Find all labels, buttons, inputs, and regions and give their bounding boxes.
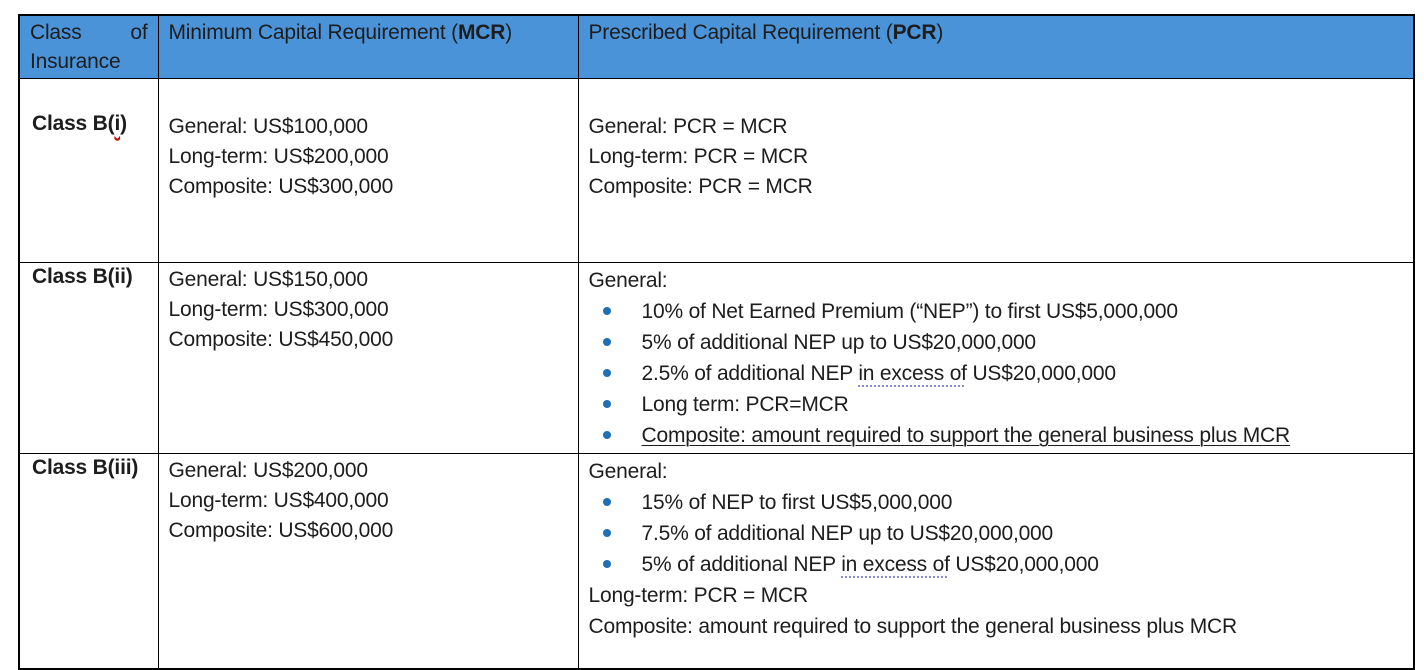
grammar-flagged-phrase: in excess of: [858, 362, 967, 385]
bullet-icon: [602, 431, 611, 439]
bullet-item: 5% of additional NEP in excess of US$20,…: [589, 549, 1404, 580]
bullet-icon: [602, 307, 611, 315]
bullet-text-segment: 5% of additional NEP up to US$20,000,000: [641, 331, 1037, 354]
pcr-cell: General: 10% of Net Earned Premium (“NEP…: [577, 262, 1415, 454]
mcr-line: General: US$100,000: [168, 115, 369, 138]
mcr-line: Composite: US$600,000: [168, 519, 394, 542]
mcr-line: Composite: US$300,000: [168, 175, 394, 198]
bullet-text-segment: 10% of Net Earned Premium (“NEP”) to fir…: [641, 300, 1179, 323]
class-cell: Class B(iii): [18, 453, 159, 670]
header-pcr: Prescribed Capital Requirement (PCR): [577, 14, 1415, 79]
mcr-cell: General: US$200,000 Long-term: US$400,00…: [157, 453, 579, 670]
class-cell: Class B(ii): [18, 262, 159, 454]
bullet-text: 2.5% of additional NEP in excess of US$2…: [641, 358, 1117, 389]
pcr-line: Composite: amount required to support th…: [588, 615, 1238, 638]
header-mcr-abbr: MCR: [457, 21, 506, 44]
bullet-item: 10% of Net Earned Premium (“NEP”) to fir…: [589, 296, 1404, 327]
class-label-misspelled: i: [114, 112, 121, 135]
bullet-icon: [602, 498, 611, 506]
bullet-text-segment: 2.5% of additional NEP: [641, 362, 859, 385]
bullet-text: 5% of additional NEP in excess of US$20,…: [642, 549, 1099, 580]
header-mcr-close: ): [505, 21, 512, 44]
capital-requirements-table: Class of Insurance Minimum Capital Requi…: [18, 14, 1415, 670]
underlined-bullet-text: Composite: amount required to support th…: [641, 424, 1291, 447]
bullet-item: 7.5% of additional NEP up to US$20,000,0…: [589, 518, 1404, 549]
bullet-icon: [602, 369, 611, 377]
mcr-line: Long-term: US$400,000: [168, 489, 389, 512]
bullet-item: 15% of NEP to first US$5,000,000: [589, 487, 1404, 518]
bullet-text-segment: 15% of NEP to first US$5,000,000: [641, 491, 953, 514]
bullet-text: 15% of NEP to first US$5,000,000: [642, 487, 953, 518]
bullet-text: Composite: amount required to support th…: [641, 420, 1291, 451]
class-label: Class B(iii): [32, 456, 139, 479]
bullet-item: 5% of additional NEP up to US$20,000,000: [589, 327, 1404, 358]
pcr-line: Long-term: PCR = MCR: [588, 145, 809, 168]
mcr-line: Composite: US$450,000: [168, 328, 394, 351]
bullet-text: 10% of Net Earned Premium (“NEP”) to fir…: [641, 296, 1179, 327]
bullet-text: 7.5% of additional NEP up to US$20,000,0…: [642, 518, 1054, 549]
bullet-item: Composite: amount required to support th…: [589, 420, 1404, 451]
pcr-intro: General:: [588, 269, 668, 292]
bullet-text-segment: US$20,000,000: [966, 362, 1116, 385]
bullet-icon: [602, 560, 611, 568]
bullet-text-segment: Long term: PCR=MCR: [641, 393, 849, 416]
grammar-flagged-phrase: in excess of: [841, 553, 950, 576]
mcr-line: General: US$200,000: [168, 459, 369, 482]
pcr-line: Long-term: PCR = MCR: [588, 584, 809, 607]
class-cell: Class B(i): [18, 78, 159, 263]
bullet-icon: [602, 338, 611, 346]
header-class-of-insurance: Class of Insurance: [18, 14, 159, 79]
class-label-close: ): [120, 112, 127, 135]
header-row: Class of Insurance Minimum Capital Requi…: [18, 14, 1415, 79]
header-mcr-text: Minimum Capital Requirement (: [168, 21, 459, 44]
mcr-line: Long-term: US$300,000: [168, 298, 389, 321]
bullet-text-segment: 5% of additional NEP: [641, 553, 842, 576]
header-pcr-abbr: PCR: [892, 21, 937, 44]
bullet-text-segment: 7.5% of additional NEP up to US$20,000,0…: [641, 522, 1054, 545]
header-mcr: Minimum Capital Requirement (MCR): [157, 14, 579, 79]
header-pcr-text: Prescribed Capital Requirement (: [588, 21, 893, 44]
mcr-line: General: US$150,000: [168, 268, 369, 291]
bullet-text-segment: US$20,000,000: [949, 553, 1099, 576]
class-label: Class B(: [32, 112, 115, 135]
table-row-class-b-ii: Class B(ii) General: US$150,000 Long-ter…: [18, 262, 1415, 454]
pcr-line: General: PCR = MCR: [588, 115, 788, 138]
header-pcr-close: ): [936, 21, 944, 44]
header-class-label: Class of Insurance: [30, 21, 148, 73]
bullet-icon: [602, 529, 611, 537]
pcr-cell: General: 15% of NEP to first US$5,000,00…: [577, 453, 1415, 670]
bullet-text: Long term: PCR=MCR: [642, 389, 849, 420]
table-row-class-b-i: Class B(i) General: US$100,000 Long-term…: [18, 78, 1415, 263]
bullet-item: Long term: PCR=MCR: [589, 389, 1404, 420]
pcr-cell: General: PCR = MCR Long-term: PCR = MCR …: [577, 78, 1415, 263]
pcr-line: Composite: PCR = MCR: [588, 175, 813, 198]
mcr-line: Long-term: US$200,000: [168, 145, 389, 168]
table-header: Class of Insurance Minimum Capital Requi…: [18, 14, 1415, 79]
bullet-icon: [602, 400, 611, 408]
class-label: Class B(ii): [32, 265, 133, 288]
mcr-cell: General: US$100,000 Long-term: US$200,00…: [157, 78, 579, 263]
bullet-text: 5% of additional NEP up to US$20,000,000: [641, 327, 1037, 358]
table-row-class-b-iii: Class B(iii) General: US$200,000 Long-te…: [18, 453, 1415, 670]
bullet-item: 2.5% of additional NEP in excess of US$2…: [589, 358, 1404, 389]
mcr-cell: General: US$150,000 Long-term: US$300,00…: [157, 262, 579, 454]
pcr-intro: General:: [588, 460, 668, 483]
